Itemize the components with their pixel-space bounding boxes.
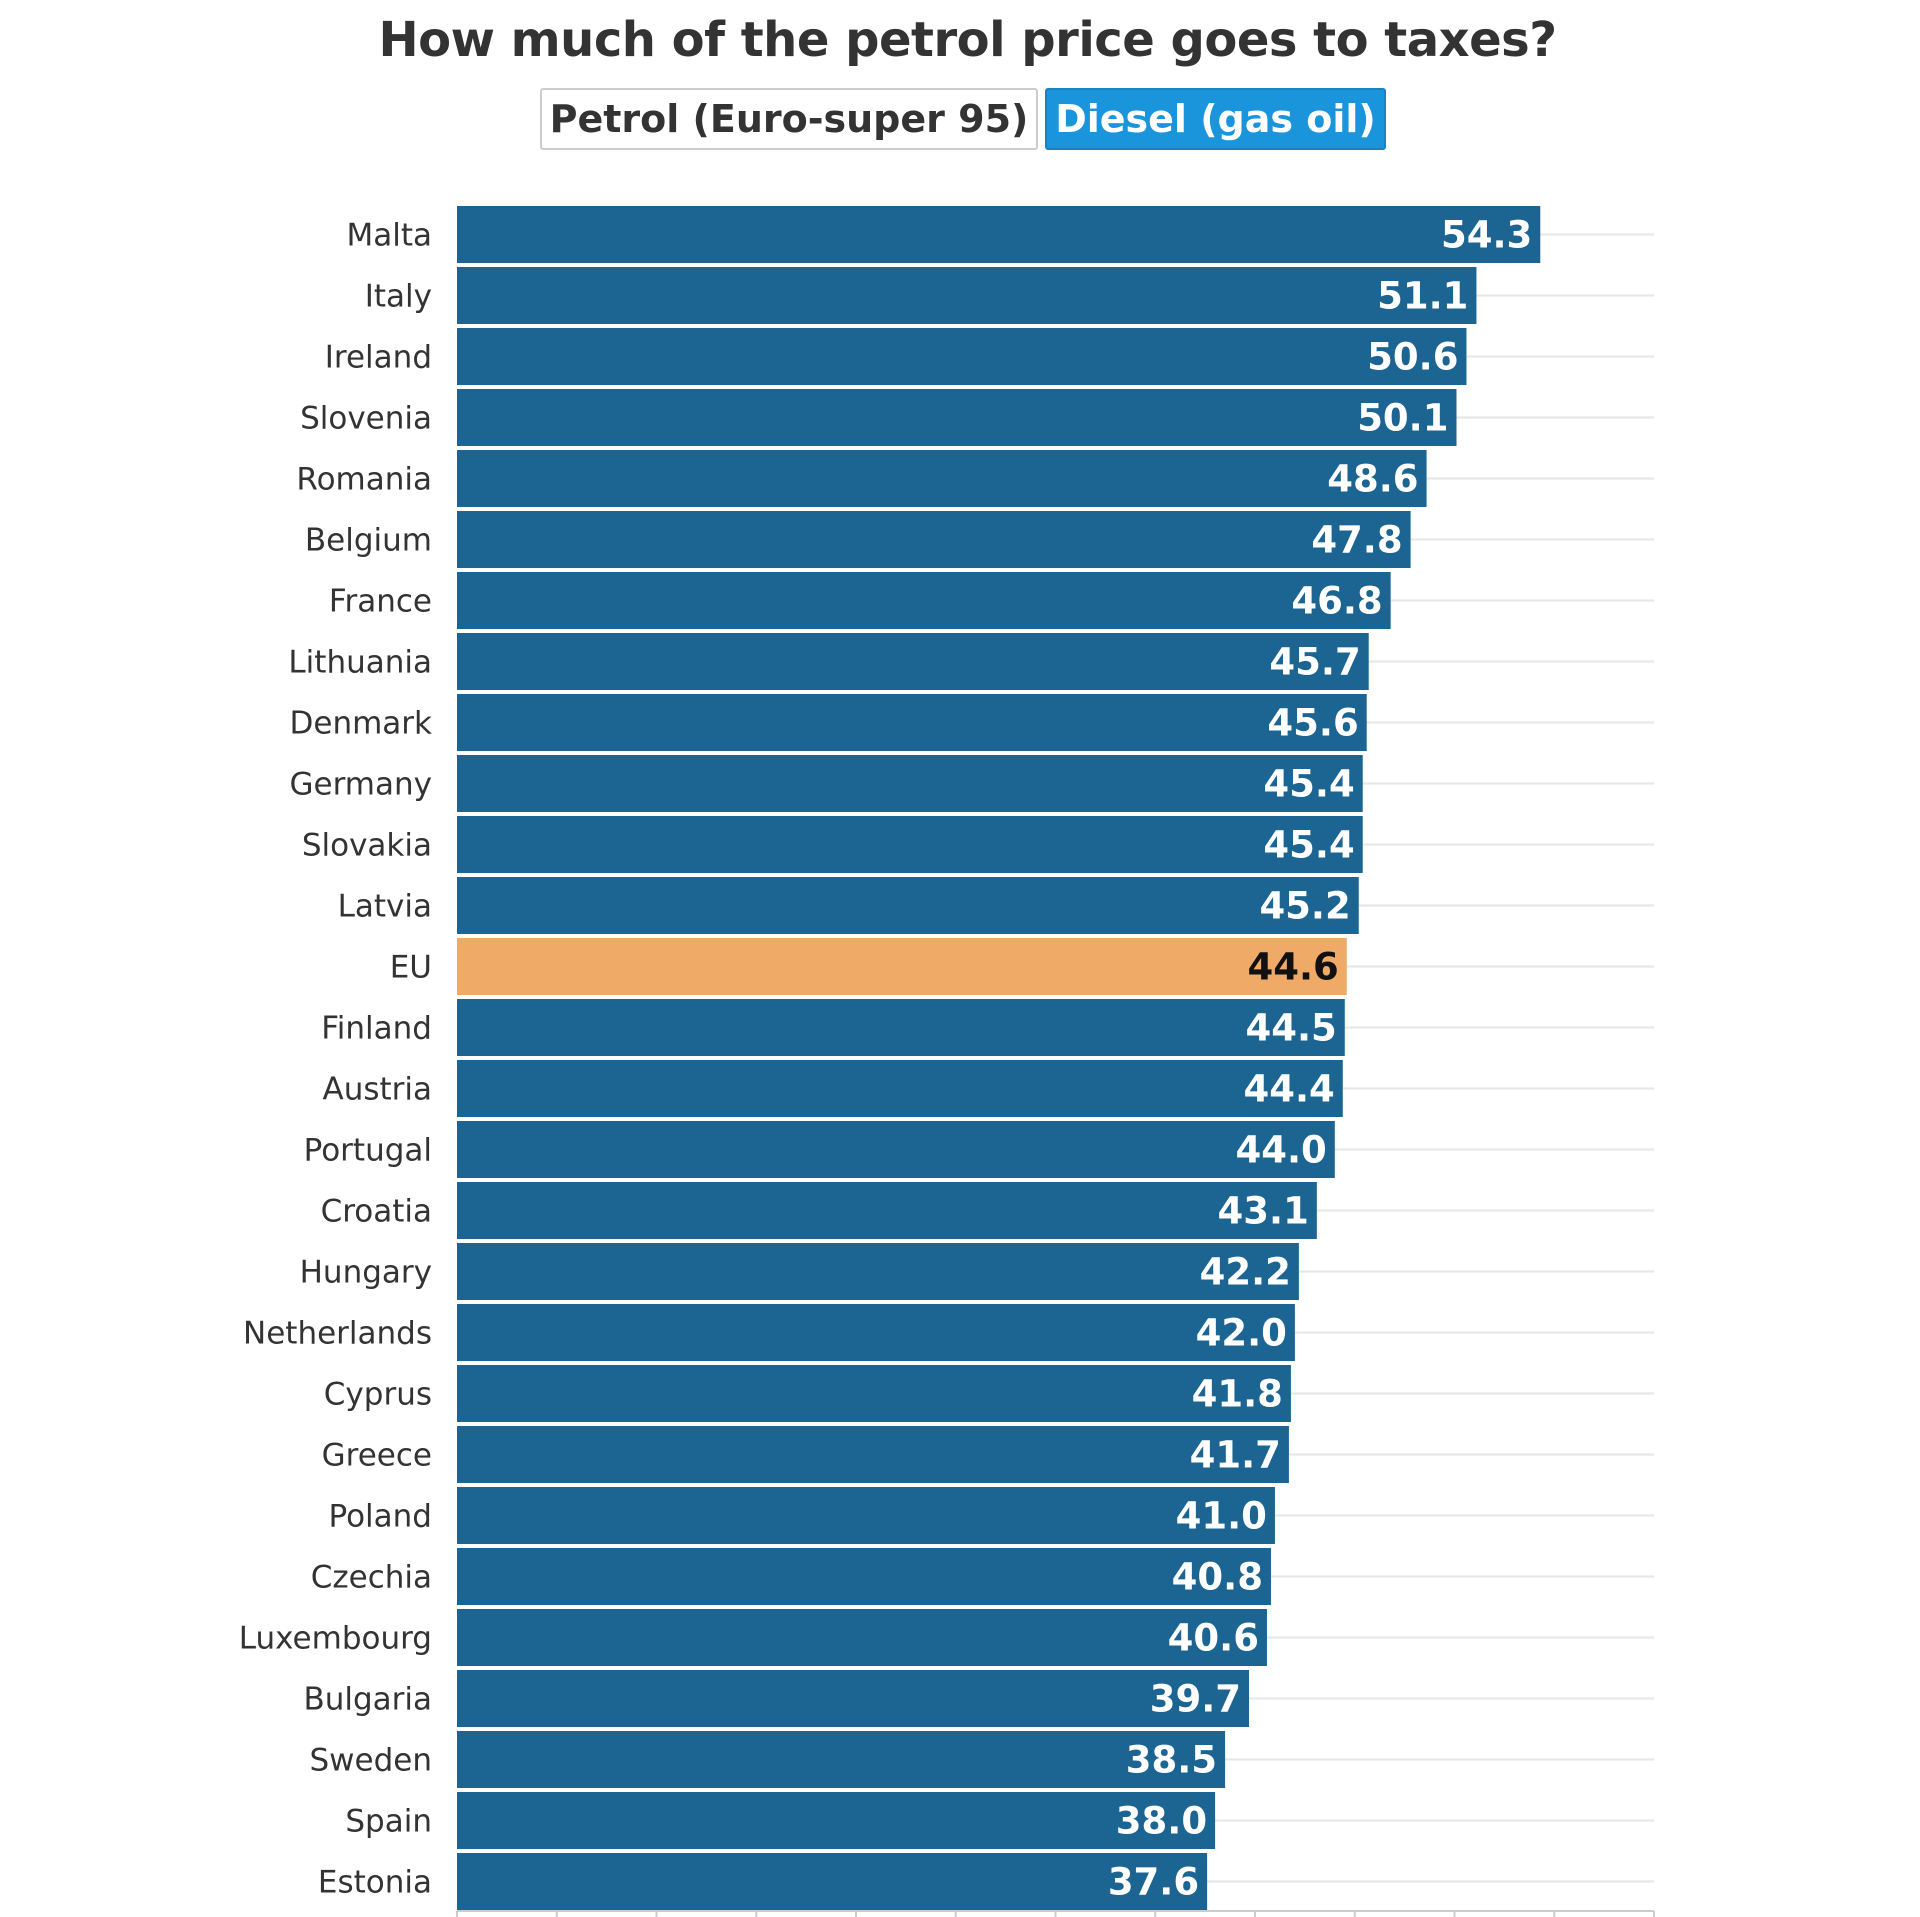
- category-label: Czechia: [311, 1560, 432, 1596]
- value-label: 41.7: [1190, 1434, 1281, 1477]
- value-label: 43.1: [1218, 1190, 1309, 1233]
- value-label: 45.4: [1263, 824, 1354, 867]
- category-label: Cyprus: [324, 1377, 432, 1413]
- category-label: Belgium: [305, 523, 432, 559]
- bar-luxembourg: [457, 1609, 1267, 1666]
- value-label: 50.1: [1357, 397, 1448, 440]
- bar-belgium: [457, 511, 1411, 568]
- bar-spain: [457, 1792, 1216, 1849]
- value-label: 47.8: [1311, 519, 1402, 562]
- category-label: Ireland: [325, 340, 432, 376]
- category-label: Italy: [365, 279, 432, 315]
- category-label: Slovenia: [300, 401, 432, 437]
- value-label: 44.4: [1243, 1068, 1334, 1111]
- bar-poland: [457, 1487, 1275, 1544]
- category-label: Finland: [321, 1011, 432, 1047]
- category-label: Portugal: [304, 1133, 432, 1169]
- value-label: 42.0: [1196, 1312, 1287, 1355]
- value-label: 45.6: [1267, 702, 1358, 745]
- value-label: 50.6: [1367, 336, 1458, 379]
- value-label: 41.0: [1176, 1495, 1267, 1538]
- category-label: Germany: [290, 767, 432, 803]
- petrol-toggle-button[interactable]: Petrol (Euro-super 95): [540, 88, 1038, 150]
- diesel-toggle-button[interactable]: Diesel (gas oil): [1045, 88, 1386, 150]
- bar-austria: [457, 1060, 1343, 1117]
- value-label: 46.8: [1291, 580, 1382, 623]
- category-label: Slovakia: [302, 828, 432, 864]
- value-label: 54.3: [1441, 214, 1532, 257]
- category-label: Romania: [296, 462, 432, 498]
- bar-sweden: [457, 1731, 1226, 1788]
- category-label: Latvia: [338, 889, 432, 925]
- category-label: France: [329, 584, 432, 620]
- bar-estonia: [457, 1853, 1208, 1910]
- chart-title: How much of the petrol price goes to tax…: [378, 12, 1557, 68]
- bar-lithuania: [457, 633, 1369, 690]
- category-label: Greece: [322, 1438, 432, 1474]
- category-label: Netherlands: [243, 1316, 432, 1352]
- category-label: Lithuania: [288, 645, 432, 681]
- value-label: 37.6: [1108, 1861, 1199, 1904]
- bar-france: [457, 572, 1391, 629]
- category-label: Austria: [322, 1072, 432, 1108]
- category-label: Denmark: [290, 706, 433, 742]
- category-label: EU: [390, 950, 432, 986]
- value-label: 38.0: [1116, 1800, 1207, 1843]
- bar-hungary: [457, 1243, 1299, 1300]
- category-label: Malta: [346, 218, 432, 254]
- value-label: 51.1: [1377, 275, 1468, 318]
- value-label: 45.4: [1263, 763, 1354, 806]
- value-label: 44.6: [1247, 946, 1338, 989]
- bar-finland: [457, 999, 1345, 1056]
- category-label: Croatia: [321, 1194, 432, 1230]
- value-label: 44.0: [1236, 1129, 1327, 1172]
- bar-malta: [457, 206, 1541, 263]
- bar-czechia: [457, 1548, 1271, 1605]
- bar-greece: [457, 1426, 1289, 1483]
- bar-portugal: [457, 1121, 1335, 1178]
- bar-slovakia: [457, 816, 1363, 873]
- category-label: Hungary: [300, 1255, 432, 1291]
- category-label: Spain: [345, 1804, 432, 1840]
- bar-latvia: [457, 877, 1359, 934]
- bar-ireland: [457, 328, 1467, 385]
- bar-germany: [457, 755, 1363, 812]
- category-label: Luxembourg: [239, 1621, 432, 1657]
- bar-slovenia: [457, 389, 1457, 446]
- value-label: 42.2: [1200, 1251, 1291, 1294]
- value-label: 41.8: [1192, 1373, 1283, 1416]
- bar-romania: [457, 450, 1427, 507]
- bar-bulgaria: [457, 1670, 1250, 1727]
- value-label: 38.5: [1126, 1739, 1217, 1782]
- bar-denmark: [457, 694, 1367, 751]
- category-label: Estonia: [318, 1865, 432, 1901]
- category-label: Poland: [329, 1499, 433, 1535]
- value-label: 45.2: [1259, 885, 1350, 928]
- value-label: 45.7: [1269, 641, 1360, 684]
- value-label: 44.5: [1245, 1007, 1336, 1050]
- bar-eu: [457, 938, 1347, 995]
- bar-netherlands: [457, 1304, 1295, 1361]
- bar-croatia: [457, 1182, 1317, 1239]
- bar-cyprus: [457, 1365, 1291, 1422]
- category-label: Bulgaria: [303, 1682, 432, 1718]
- bar-italy: [457, 267, 1477, 324]
- value-label: 40.8: [1172, 1556, 1263, 1599]
- value-label: 40.6: [1168, 1617, 1259, 1660]
- category-label: Sweden: [309, 1743, 432, 1779]
- value-label: 39.7: [1150, 1678, 1241, 1721]
- value-label: 48.6: [1327, 458, 1418, 501]
